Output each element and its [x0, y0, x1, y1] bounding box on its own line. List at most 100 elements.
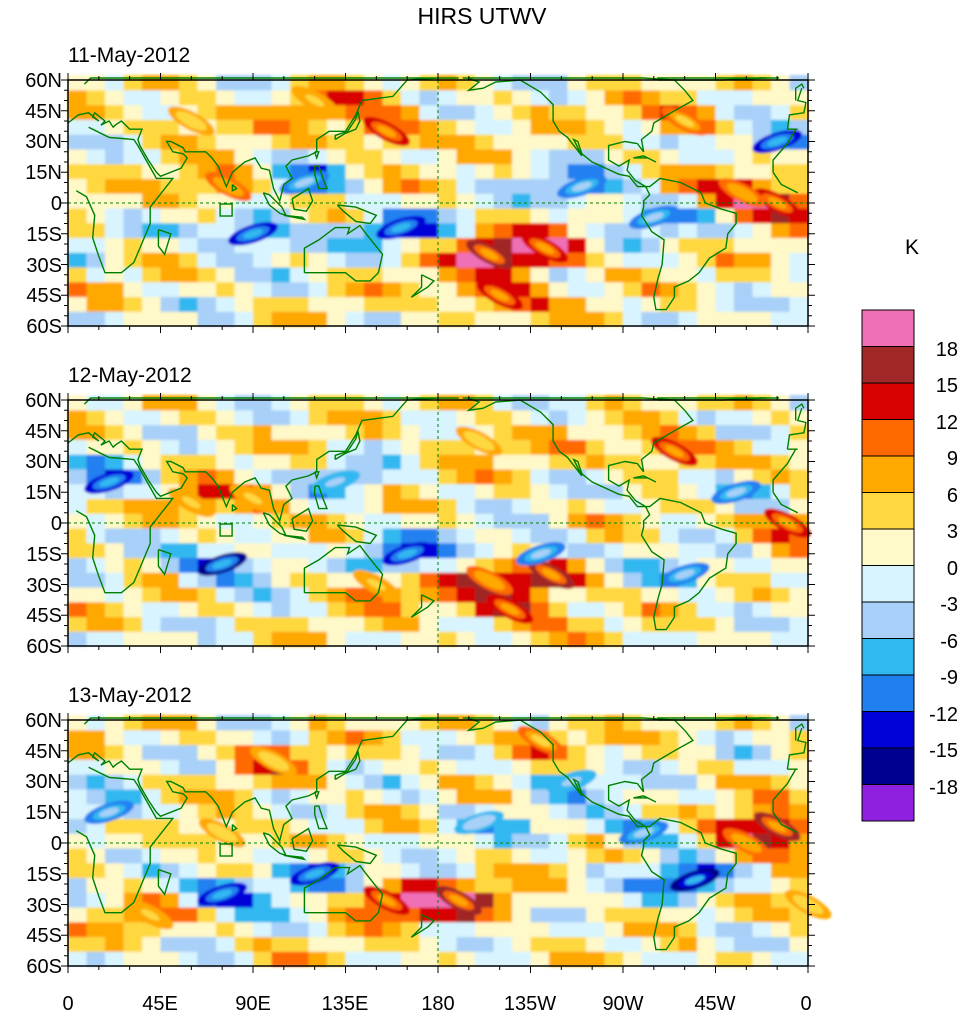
field-cell	[401, 774, 421, 790]
field-cell	[771, 542, 791, 559]
lat-labels-2: 60N 45N 30N 15N 0 15S 30S 45S 60S	[25, 390, 62, 658]
field-cell	[604, 601, 624, 618]
axis-ticks	[61, 713, 815, 973]
field-cell	[401, 409, 421, 426]
field-cell	[290, 296, 310, 312]
field-cell	[197, 862, 217, 879]
field-cell	[789, 877, 809, 893]
field-cell	[179, 439, 199, 455]
field-cell	[456, 729, 476, 746]
field-cell	[734, 439, 754, 455]
field-cell	[530, 616, 550, 632]
field-cell	[160, 715, 180, 731]
field-cell	[123, 951, 143, 967]
field-cell	[623, 631, 643, 647]
field-cell	[715, 892, 735, 908]
field-cell	[68, 134, 88, 150]
field-cell	[549, 513, 569, 529]
field-cell	[401, 104, 421, 120]
field-cell	[419, 193, 439, 209]
field-cell	[160, 616, 180, 632]
field-cell	[512, 311, 532, 327]
anomaly-field	[68, 715, 832, 967]
coastline	[283, 854, 307, 861]
field-cell	[179, 892, 199, 908]
field-cell	[567, 119, 587, 135]
field-cell	[493, 892, 513, 908]
field-cell	[715, 572, 735, 588]
field-cell	[401, 266, 421, 283]
field-cell	[567, 729, 587, 746]
field-cell	[216, 572, 236, 588]
field-cell	[623, 729, 643, 746]
field-cell	[253, 601, 273, 618]
field-cell	[475, 862, 495, 879]
field-cell	[734, 468, 754, 485]
field-cell	[364, 75, 384, 91]
field-cell	[271, 601, 291, 618]
field-cell	[493, 921, 513, 938]
field-cell	[586, 134, 606, 150]
field-cell	[105, 193, 125, 209]
field-cell	[734, 877, 754, 893]
coastline	[772, 128, 797, 173]
field-cell	[253, 557, 273, 573]
field-cell	[604, 439, 624, 455]
coastlines	[67, 717, 807, 951]
field-cell	[530, 818, 550, 834]
field-cell	[253, 134, 273, 150]
field-cell	[271, 847, 291, 864]
field-cell	[530, 862, 550, 879]
field-cell	[789, 424, 809, 440]
axis-ticks	[61, 393, 815, 653]
field-cell	[234, 774, 254, 790]
field-cell	[290, 729, 310, 746]
field-cell	[253, 715, 273, 731]
field-cell	[290, 148, 310, 165]
field-cell	[160, 237, 180, 253]
field-cell	[604, 424, 624, 440]
field-cell	[567, 89, 587, 106]
field-cell	[549, 134, 569, 150]
field-cell	[771, 715, 791, 731]
field-cell	[678, 631, 698, 647]
field-cell	[364, 498, 384, 514]
field-cell	[216, 134, 236, 150]
field-cell	[179, 409, 199, 426]
field-cell	[752, 439, 772, 455]
coastline	[291, 507, 314, 532]
field-cell	[382, 424, 402, 440]
field-cell	[660, 921, 680, 938]
coastline	[231, 183, 238, 192]
field-cell	[142, 498, 162, 514]
field-cell	[364, 803, 384, 819]
field-cell	[345, 729, 365, 746]
field-cell	[160, 222, 180, 239]
field-cell	[327, 744, 347, 760]
field-cell	[567, 906, 587, 923]
field-cell	[327, 616, 347, 632]
field-cell	[604, 193, 624, 209]
field-cell	[789, 572, 809, 588]
lat-label: 45N	[25, 741, 62, 763]
field-cell	[438, 906, 458, 923]
field-cell	[549, 104, 569, 120]
field-cell	[364, 833, 384, 849]
field-cell	[382, 252, 402, 268]
coastline	[462, 397, 694, 508]
field-cell	[105, 409, 125, 426]
lat-label: 15S	[26, 864, 62, 886]
field-cell	[438, 281, 458, 298]
field-cell	[623, 601, 643, 618]
field-cell	[68, 936, 88, 952]
field-cell	[604, 207, 624, 224]
field-cell	[789, 148, 809, 165]
field-cell	[660, 311, 680, 327]
field-cell	[567, 513, 587, 529]
field-cell	[253, 906, 273, 923]
field-cell	[160, 631, 180, 647]
field-cell	[197, 586, 217, 603]
field-cell	[586, 616, 606, 632]
field-cell	[290, 921, 310, 938]
field-cell	[105, 715, 125, 731]
